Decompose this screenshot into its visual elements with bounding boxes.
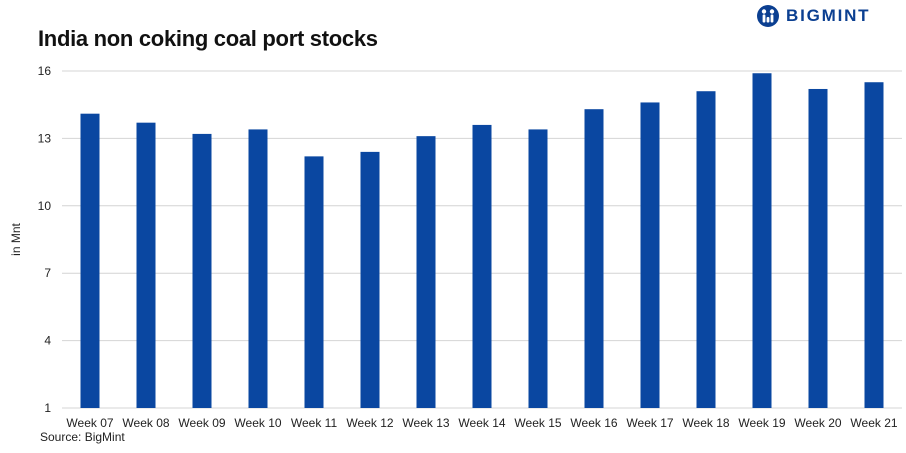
bar xyxy=(528,129,548,408)
chart-title: India non coking coal port stocks xyxy=(38,26,378,51)
bar xyxy=(864,82,884,408)
bar xyxy=(696,91,716,408)
y-tick-label: 7 xyxy=(44,266,51,280)
x-tick-label: Week 20 xyxy=(794,416,841,430)
bar xyxy=(248,129,268,408)
x-tick-label: Week 07 xyxy=(66,416,113,430)
bar xyxy=(472,124,492,409)
bar xyxy=(808,88,828,409)
y-axis-label: in Mnt xyxy=(9,223,23,256)
x-tick-label: Week 13 xyxy=(402,416,449,430)
x-tick-label: Week 21 xyxy=(850,416,897,430)
y-tick-label: 10 xyxy=(38,199,52,213)
bigmint-logo-icon xyxy=(757,5,779,27)
x-tick-label: Week 17 xyxy=(626,416,673,430)
bar xyxy=(752,73,772,408)
bar xyxy=(416,136,436,409)
bar xyxy=(192,133,212,408)
x-tick-label: Week 10 xyxy=(234,416,281,430)
x-tick-label: Week 09 xyxy=(178,416,225,430)
source-note: Source: BigMint xyxy=(40,430,125,444)
bar xyxy=(80,113,100,408)
y-tick-label: 13 xyxy=(38,131,52,145)
y-tick-label: 4 xyxy=(44,334,51,348)
bigmint-logo-text: BIGMINT xyxy=(786,6,871,25)
x-tick-label: Week 08 xyxy=(122,416,169,430)
x-tick-label: Week 18 xyxy=(682,416,729,430)
x-tick-label: Week 16 xyxy=(570,416,617,430)
x-tick-label: Week 12 xyxy=(346,416,393,430)
x-tick-label: Week 11 xyxy=(291,416,338,430)
bar xyxy=(584,109,604,409)
x-tick-label: Week 14 xyxy=(458,416,505,430)
y-tick-label: 16 xyxy=(38,64,52,78)
bar xyxy=(304,156,324,408)
x-tick-label: Week 19 xyxy=(738,416,785,430)
y-tick-label: 1 xyxy=(44,401,51,415)
bar xyxy=(640,102,660,408)
bar xyxy=(136,122,156,408)
bar xyxy=(360,151,380,408)
x-tick-label: Week 15 xyxy=(514,416,561,430)
bigmint-logo: BIGMINT xyxy=(756,4,870,28)
